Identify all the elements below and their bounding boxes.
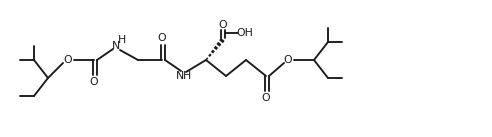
Text: H: H — [183, 71, 191, 81]
Text: O: O — [90, 77, 98, 87]
Text: O: O — [284, 55, 292, 65]
Text: OH: OH — [237, 28, 253, 38]
Text: H: H — [118, 35, 126, 45]
Text: O: O — [63, 55, 72, 65]
Text: O: O — [158, 33, 166, 43]
Text: O: O — [218, 20, 227, 30]
Text: N: N — [176, 71, 184, 81]
Text: O: O — [262, 93, 270, 103]
Text: N: N — [112, 41, 120, 51]
